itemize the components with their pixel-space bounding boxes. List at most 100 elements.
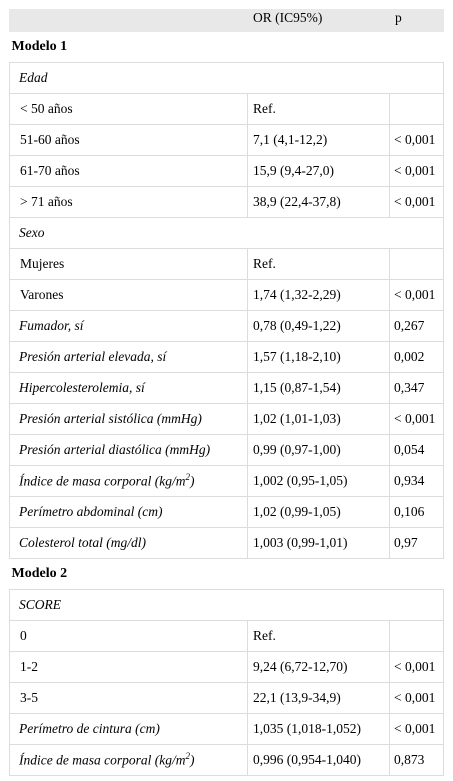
variable-label: Presión arterial sistólica (mmHg) <box>9 403 248 435</box>
variable-label: 1-2 <box>9 651 248 683</box>
or-value: 15,9 (9,4-27,0) <box>247 155 390 187</box>
group-heading-row: Edad <box>9 62 444 94</box>
variable-label: 3-5 <box>9 682 248 714</box>
variable-label: Índice de masa corporal (kg/m2) <box>9 744 248 776</box>
or-value: 22,1 (13,9-34,9) <box>247 682 390 714</box>
variable-text: 3-5 <box>20 690 38 705</box>
group-label: Edad <box>9 62 444 94</box>
p-value <box>389 248 444 280</box>
or-value: Ref. <box>247 248 390 280</box>
variable-text: Varones <box>20 287 64 302</box>
variable-label: Presión arterial diastólica (mmHg) <box>9 434 248 466</box>
or-value: Ref. <box>247 620 390 652</box>
p-value: 0,97 <box>389 527 444 559</box>
variable-text: Mujeres <box>20 256 65 271</box>
variable-label: Perímetro abdominal (cm) <box>9 496 248 528</box>
variable-text: Presión arterial sistólica (mmHg) <box>19 411 202 426</box>
model-heading-row: Modelo 1 <box>9 31 444 63</box>
p-value: 0,054 <box>389 434 444 466</box>
p-value <box>389 93 444 125</box>
p-value: < 0,001 <box>389 279 444 311</box>
or-value: 1,57 (1,18-2,10) <box>247 341 390 373</box>
p-value: 0,267 <box>389 310 444 342</box>
variable-text-end: ) <box>189 473 195 489</box>
p-value: 0,106 <box>389 496 444 528</box>
or-value: 7,1 (4,1-12,2) <box>247 124 390 156</box>
variable-text-end: ) <box>189 752 195 768</box>
or-value: 1,003 (0,99-1,01) <box>247 527 390 559</box>
or-value: 1,74 (1,32-2,29) <box>247 279 390 311</box>
table-row: 1-2 9,24 (6,72-12,70) < 0,001 <box>9 651 444 683</box>
variable-text: Colesterol total (mg/dl) <box>19 535 146 550</box>
table-row: 3-5 22,1 (13,9-34,9) < 0,001 <box>9 682 444 714</box>
p-value: < 0,001 <box>389 155 444 187</box>
odds-ratio-table: OR (IC95%) p Modelo 1 Edad < 50 años Ref. 51… <box>9 9 444 776</box>
variable-label: < 50 años <box>9 93 248 125</box>
group-label: SCORE <box>9 589 444 621</box>
table-row: Hipercolesterolemia, sí 1,15 (0,87-1,54) 0… <box>9 372 444 404</box>
header-variable <box>9 9 248 32</box>
variable-label: 0 <box>9 620 248 652</box>
p-value: 0,347 <box>389 372 444 404</box>
variable-text: Índice de masa corporal (kg/m <box>19 473 186 489</box>
variable-text: Fumador, sí <box>19 318 84 333</box>
table-row: Presión arterial elevada, sí 1,57 (1,18-2… <box>9 341 444 373</box>
variable-label: 61-70 años <box>9 155 248 187</box>
or-value: 0,996 (0,954-1,040) <box>247 744 390 776</box>
variable-text: Presión arterial diastólica (mmHg) <box>19 442 211 457</box>
p-value: 0,934 <box>389 465 444 497</box>
variable-label: 51-60 años <box>9 124 248 156</box>
or-value: 1,15 (0,87-1,54) <box>247 372 390 404</box>
variable-text: Índice de masa corporal (kg/m <box>19 752 186 768</box>
variable-text: < 50 años <box>20 101 73 116</box>
variable-text: 61-70 años <box>20 163 80 178</box>
table-row: < 50 años Ref. <box>9 93 444 125</box>
table-row: Presión arterial diastólica (mmHg) 0,99 (… <box>9 434 444 466</box>
or-value: 1,02 (1,01-1,03) <box>247 403 390 435</box>
variable-label: Presión arterial elevada, sí <box>9 341 248 373</box>
superscript: 2 <box>185 751 190 762</box>
table-row: Varones 1,74 (1,32-2,29) < 0,001 <box>9 279 444 311</box>
table-row: 51-60 años 7,1 (4,1-12,2) < 0,001 <box>9 124 444 156</box>
header-p: p <box>389 9 444 32</box>
variable-text: Hipercolesterolemia, sí <box>19 380 145 395</box>
p-value <box>389 620 444 652</box>
or-value: 9,24 (6,72-12,70) <box>247 651 390 683</box>
variable-label: Fumador, sí <box>9 310 248 342</box>
p-value: < 0,001 <box>389 713 444 745</box>
or-value: 0,99 (0,97-1,00) <box>247 434 390 466</box>
table-row: > 71 años 38,9 (22,4-37,8) < 0,001 <box>9 186 444 218</box>
table-row: Mujeres Ref. <box>9 248 444 280</box>
variable-text: Perímetro abdominal (cm) <box>19 504 163 519</box>
p-value: < 0,001 <box>389 186 444 218</box>
p-value: < 0,001 <box>389 651 444 683</box>
p-value: 0,002 <box>389 341 444 373</box>
or-value: 38,9 (22,4-37,8) <box>247 186 390 218</box>
table-row: Índice de masa corporal (kg/m2) 0,996 (0,… <box>9 744 444 776</box>
variable-label: Mujeres <box>9 248 248 280</box>
model-heading-row: Modelo 2 <box>9 558 444 590</box>
variable-text: 1-2 <box>20 659 38 674</box>
table-row: Presión arterial sistólica (mmHg) 1,02 (1… <box>9 403 444 435</box>
variable-label: Perímetro de cintura (cm) <box>9 713 248 745</box>
variable-text: 0 <box>20 628 27 643</box>
model-label: Modelo 2 <box>9 558 444 590</box>
variable-text: Presión arterial elevada, sí <box>19 349 167 364</box>
variable-text: 51-60 años <box>20 132 80 147</box>
or-value: 1,02 (0,99-1,05) <box>247 496 390 528</box>
model-label: Modelo 1 <box>9 31 444 63</box>
group-heading-row: Sexo <box>9 217 444 249</box>
table-row: Fumador, sí 0,78 (0,49-1,22) 0,267 <box>9 310 444 342</box>
table-row: Índice de masa corporal (kg/m2) 1,002 (0,… <box>9 465 444 497</box>
or-value: 1,002 (0,95-1,05) <box>247 465 390 497</box>
p-value: < 0,001 <box>389 124 444 156</box>
group-label: Sexo <box>9 217 444 249</box>
or-value: 1,035 (1,018-1,052) <box>247 713 390 745</box>
table-header-row: OR (IC95%) p <box>9 9 444 32</box>
variable-label: Colesterol total (mg/dl) <box>9 527 248 559</box>
table-row: Perímetro abdominal (cm) 1,02 (0,99-1,05)… <box>9 496 444 528</box>
table-body: Modelo 1 Edad < 50 años Ref. 51-60 años 7,1 (… <box>9 31 444 776</box>
variable-label: Hipercolesterolemia, sí <box>9 372 248 404</box>
variable-label: Varones <box>9 279 248 311</box>
variable-text: > 71 años <box>20 194 73 209</box>
